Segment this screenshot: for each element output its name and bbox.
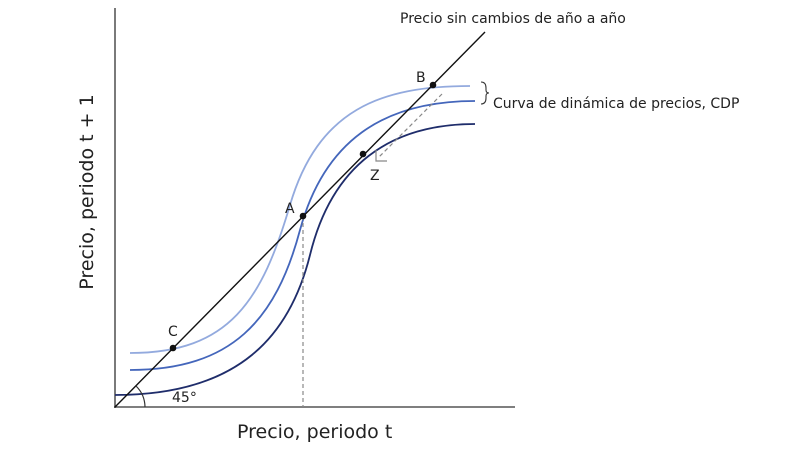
point-label: Z (370, 168, 380, 184)
point (429, 81, 437, 89)
y-axis-label: Precio, periodo t + 1 (76, 94, 98, 289)
point-label: B (416, 70, 426, 86)
point (359, 150, 367, 158)
brace (480, 81, 490, 105)
angle-arc (135, 385, 146, 408)
angle-label: 45° (172, 390, 197, 406)
curve-label: Curva de dinámica de precios, CDP (493, 96, 739, 112)
point-label: A (285, 201, 295, 217)
cdp-curve-low (114, 123, 476, 396)
point (299, 212, 307, 220)
dashed-arrow (377, 93, 443, 159)
cdp-curve-mid (129, 100, 476, 371)
x-axis-label: Precio, periodo t (237, 421, 392, 443)
line-label: Precio sin cambios de año a año (400, 11, 626, 27)
no-change-line (114, 31, 486, 408)
point-label: C (168, 324, 178, 340)
point (169, 344, 177, 352)
cdp-curve-high (129, 85, 471, 354)
arrow-head (375, 150, 387, 162)
